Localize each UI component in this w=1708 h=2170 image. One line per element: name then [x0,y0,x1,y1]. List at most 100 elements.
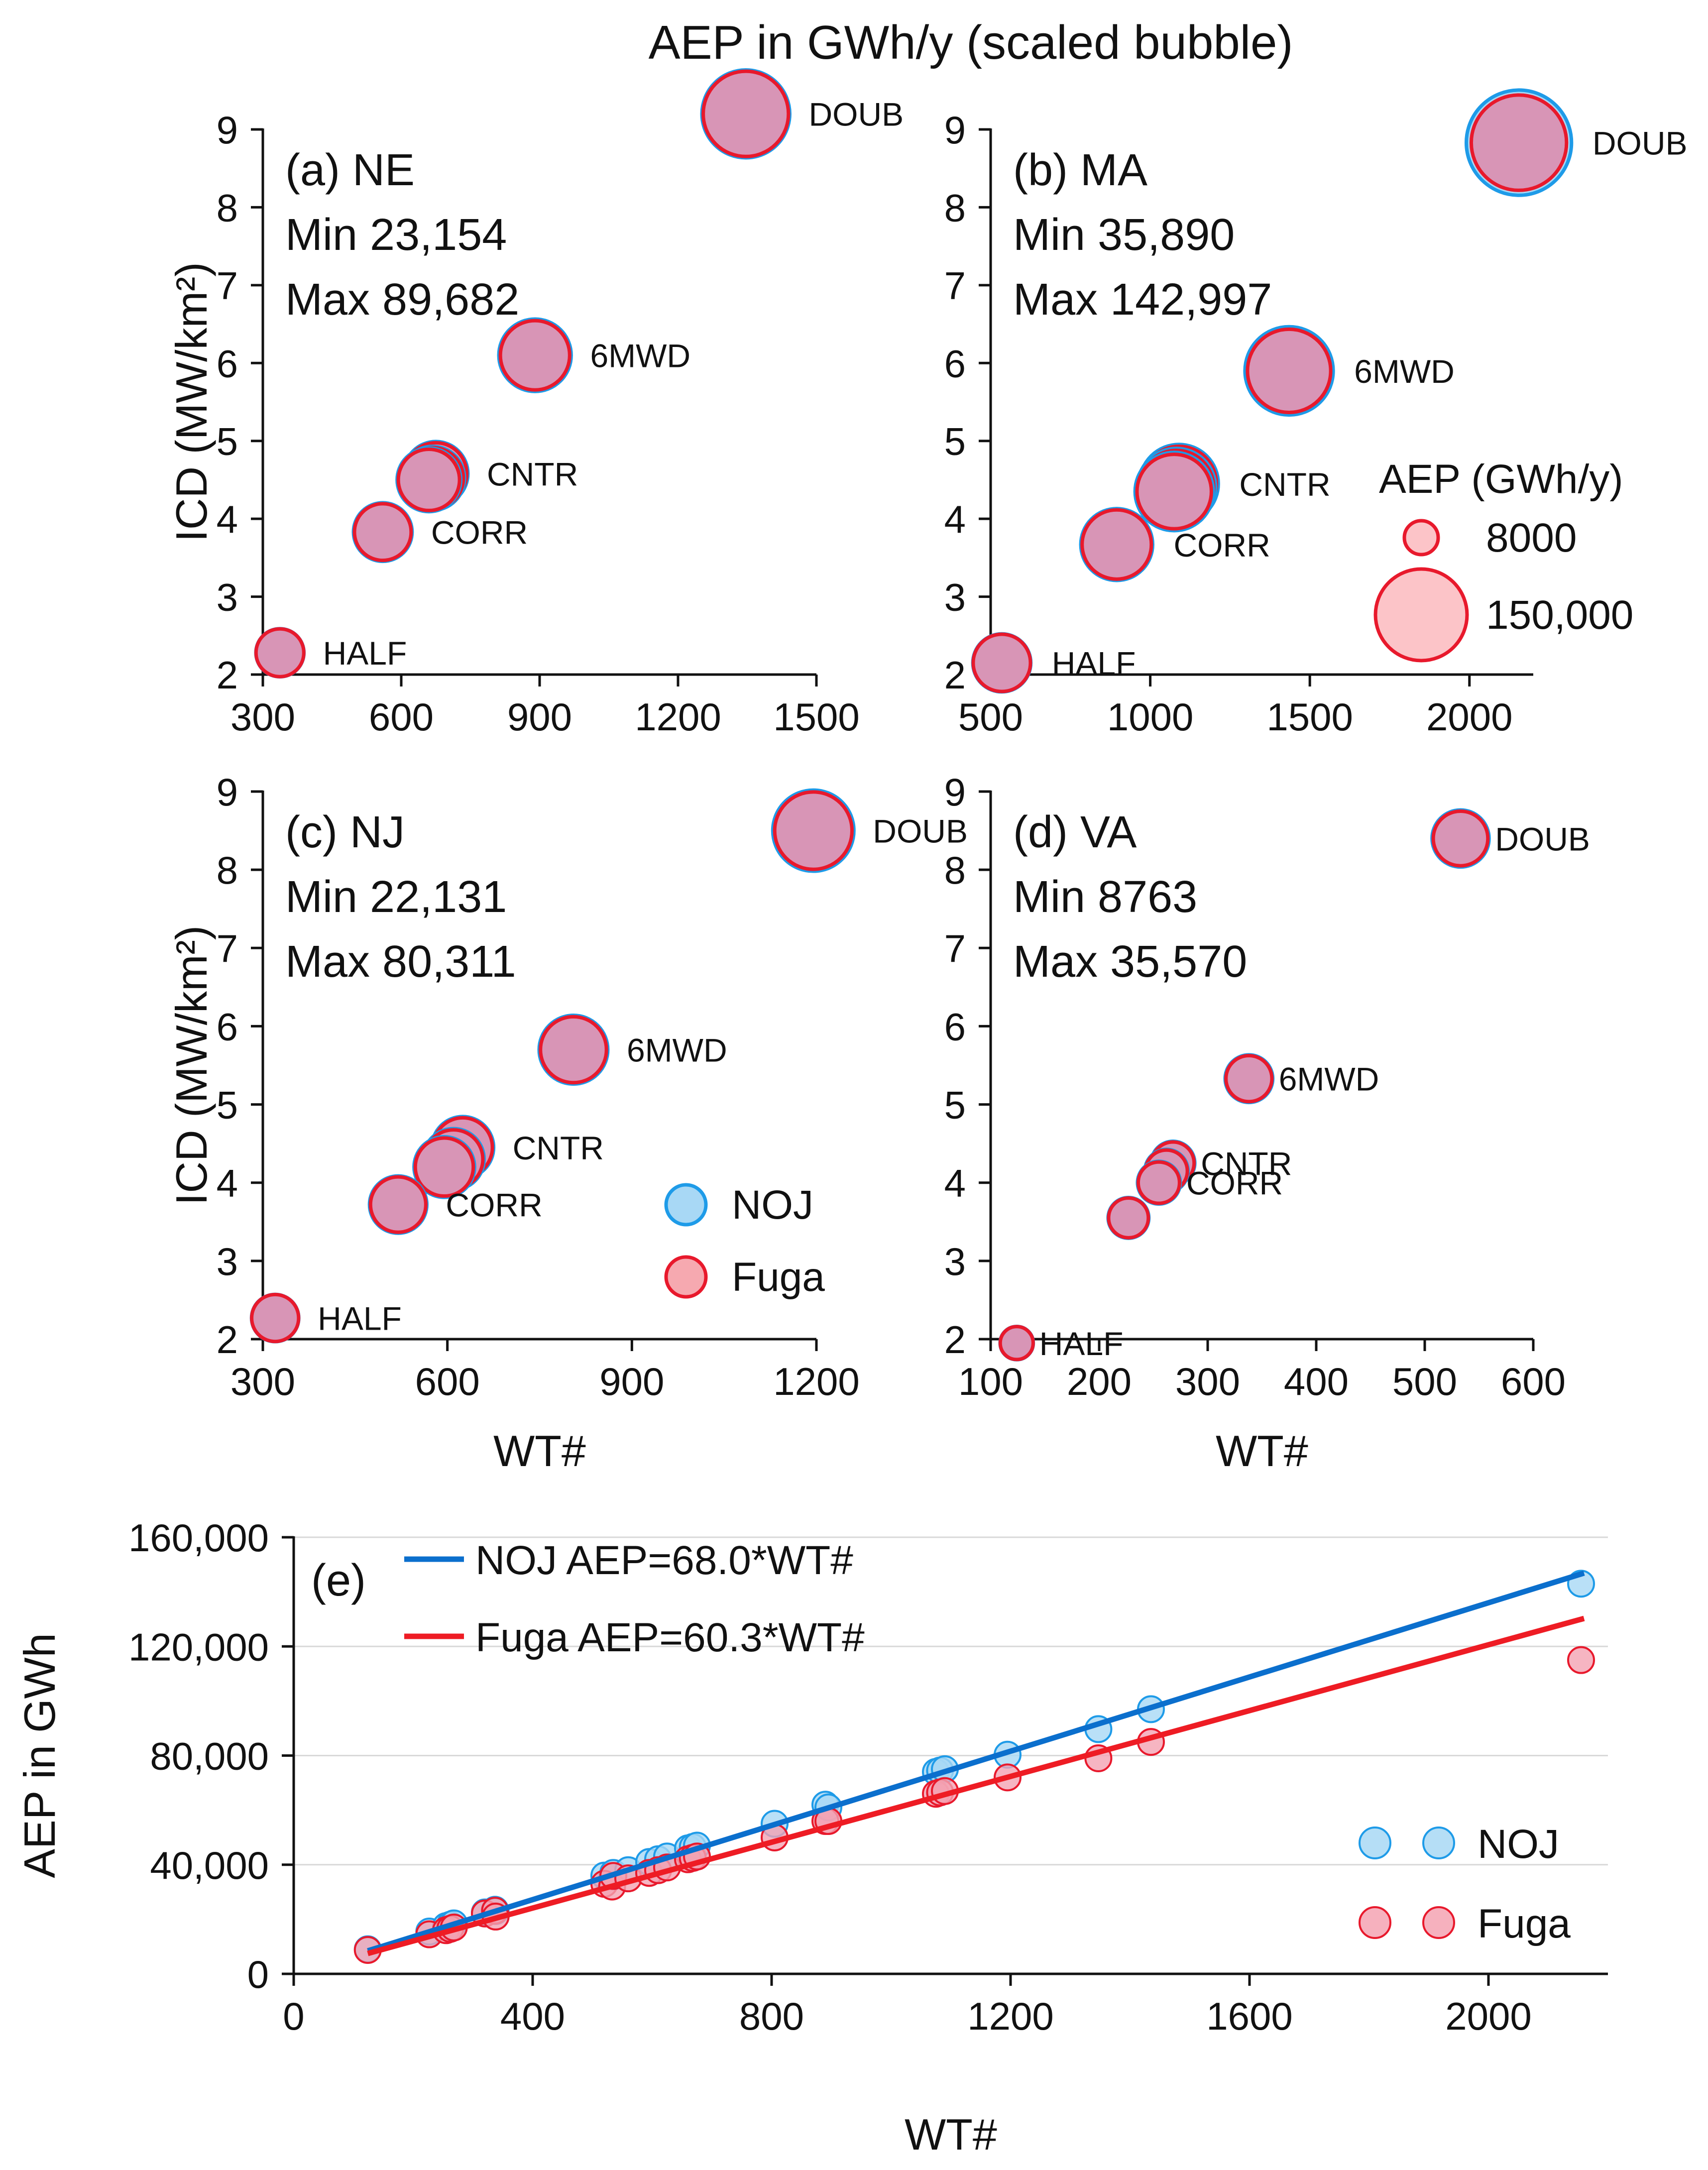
panel-annotation: Max 80,311 [285,937,516,987]
y-tick-label: 9 [944,770,966,814]
y-tick-label: 7 [944,926,966,970]
y-tick-label: 6 [217,342,238,385]
panel-annotation: Min 8763 [1013,872,1197,922]
bubble-fuga [998,1325,1035,1362]
legend-marker-noj [1359,1827,1391,1859]
panel-a: 300 600 900 1200 1500 2 3 4 5 6 7 8 9 ICD (MW/km²) (a)… [167,68,904,739]
y-tick-label: 3 [217,1240,238,1283]
panel-d: 100 200 300 400 500 600 2 3 4 5 6 7 8 9 WT# (d) VA Min 8… [944,770,1590,1476]
y-tick-label: 6 [944,1005,966,1048]
x-tick-label: 500 [958,695,1023,739]
panel-annotation: (b) MA [1013,145,1147,195]
x-tick-label: 300 [1175,1360,1240,1403]
y-tick-label: 2 [217,653,238,697]
bubble-fuga [1246,327,1333,414]
x-tick-label: 800 [739,1994,804,2038]
legend-label-fuga: Fuga [732,1255,825,1300]
y-axis-label: AEP in GWh [15,1633,64,1878]
x-tick-label: 1200 [635,695,721,739]
fit-line-fuga [367,1615,1585,1956]
bubble-fuga [1469,93,1569,192]
bubble-fuga [498,319,571,392]
x-tick-label: 900 [507,695,572,739]
legend-label-noj: NOJ [1478,1822,1559,1867]
x-tick-label: 600 [1501,1360,1566,1403]
x-axis-label: WT# [493,1426,586,1476]
y-tick-label: 80,000 [150,1734,269,1778]
panel-annotation: Max 89,682 [285,275,519,325]
legend-label-fuga: Fuga [1478,1901,1571,1946]
panel-e: 0 400 800 1200 1600 2000 0 40,000 80,000 120,000 1… [15,1516,1608,2159]
y-tick-label: 4 [944,497,966,541]
x-axis-label: WT# [1216,1426,1308,1476]
x-tick-label: 2000 [1426,695,1513,739]
bubble-fuga [701,69,791,158]
y-tick-label: 9 [217,770,238,814]
bubble-fuga [1136,1160,1181,1205]
y-tick-label: 9 [944,108,966,152]
point-label: HALF [318,1300,402,1337]
bubble-fuga [413,1136,475,1198]
y-tick-label: 4 [217,1161,238,1205]
point-label: 6MWD [1354,353,1455,390]
panel-annotation: (d) VA [1013,807,1137,857]
point-label: CNTR [1239,466,1330,503]
x-tick-label: 1000 [1107,695,1194,739]
y-tick-label: 7 [217,264,238,308]
x-tick-label: 600 [369,695,434,739]
bubble-fuga [250,1292,301,1344]
x-tick-label: 1500 [773,695,860,739]
y-tick-label: 2 [944,1318,966,1362]
size-legend-bubble [1402,519,1440,557]
x-tick-label: 2000 [1445,1994,1532,2038]
bubble-fuga [539,1015,608,1085]
panel-annotation: (c) NJ [285,807,405,857]
x-axis-label: WT# [905,2110,997,2159]
point-label: DOUB [873,813,968,850]
bubble-fuga [1135,453,1213,531]
x-tick-label: 300 [230,1360,295,1403]
fit-legend-label: NOJ AEP=68.0*WT# [475,1538,853,1583]
bubble-fuga [1431,809,1490,868]
point-label: CORR [431,514,528,551]
legend-marker-fuga [1359,1906,1391,1939]
y-tick-label: 8 [944,848,966,892]
bubble-fuga [1107,1196,1150,1240]
bubble-fuga [971,632,1032,693]
bubble-fuga [254,627,306,679]
y-tick-label: 5 [944,420,966,463]
y-axis-label: ICD (MW/km²) [167,925,216,1205]
y-tick-label: 7 [944,264,966,308]
panel-annotation: Min 22,131 [285,872,507,922]
y-tick-label: 6 [944,342,966,385]
x-tick-label: 500 [1392,1360,1457,1403]
bubble-fuga [1224,1054,1274,1104]
y-tick-label: 3 [944,575,966,619]
x-tick-label: 400 [500,1994,565,2038]
point-label: CORR [446,1187,542,1224]
y-axis-label: ICD (MW/km²) [167,262,216,542]
x-tick-label: 400 [1284,1360,1349,1403]
x-tick-label: 200 [1067,1360,1132,1403]
legend-marker-noj [664,1183,708,1227]
bubble-fuga [773,790,854,871]
legend-marker-fuga [664,1255,708,1299]
y-tick-label: 2 [217,1318,238,1362]
point-label: CORR [1186,1165,1283,1202]
y-tick-label: 5 [217,420,238,463]
legend-marker-noj [1422,1827,1455,1859]
y-tick-label: 0 [247,1952,269,1996]
point-label: CNTR [1201,1145,1292,1182]
bubble-fuga [368,1175,428,1234]
panel-annotation: Max 142,997 [1013,275,1272,325]
point-label: DOUB [808,96,904,133]
point-label: 6MWD [590,338,690,374]
y-tick-label: 3 [944,1240,966,1283]
x-tick-label: 1200 [773,1360,860,1403]
y-tick-label: 6 [217,1005,238,1048]
point-label: CORR [1173,527,1270,564]
point-label: CNTR [487,456,578,492]
y-tick-label: 8 [217,186,238,229]
y-tick-label: 40,000 [150,1843,269,1887]
